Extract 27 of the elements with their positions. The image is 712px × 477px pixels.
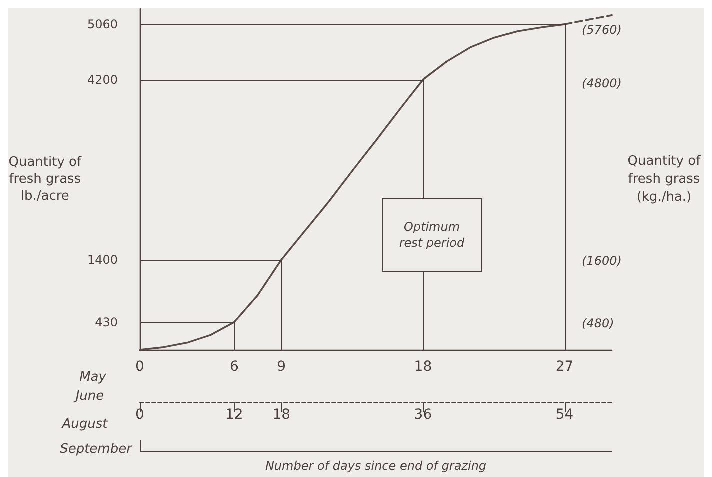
y-tick-label: 4200 [87,72,118,87]
x-axis-title: Number of days since end of grazing [265,459,487,473]
y2-tick-label: (4800) [582,76,622,90]
x-tick-label: 9 [277,359,286,375]
y2-tick-label: (1600) [582,254,622,268]
x-tick-label: 6 [230,359,239,375]
x2-tick-label: 54 [556,407,574,423]
x2-tick-label: 18 [272,407,291,423]
text: June [72,389,104,404]
y-axis-title: Quantity of fresh grass lb./acre [8,155,82,204]
y-tick-label: 5060 [87,17,118,32]
x2-tick-label: 0 [136,407,144,423]
x-tick-label: 0 [136,359,144,375]
x2-tick-label: 36 [414,407,432,423]
text: August [61,417,109,432]
annotation: Optimum rest period [398,219,466,251]
x-tick-label: 18 [414,359,432,375]
text-box: Optimum rest period [382,198,482,272]
text: September [60,442,134,457]
x-tick-label: 27 [556,359,574,375]
y-tick-label: 430 [95,315,118,330]
y2-tick-label: (5760) [582,23,622,38]
y-tick-label: 1400 [87,252,118,267]
y2-tick-label: (480) [582,316,614,330]
x2-tick-label: 12 [225,407,244,423]
y2-axis-title: Quantity of fresh grass (kg./ha.) [628,154,702,205]
text: May [80,370,107,385]
